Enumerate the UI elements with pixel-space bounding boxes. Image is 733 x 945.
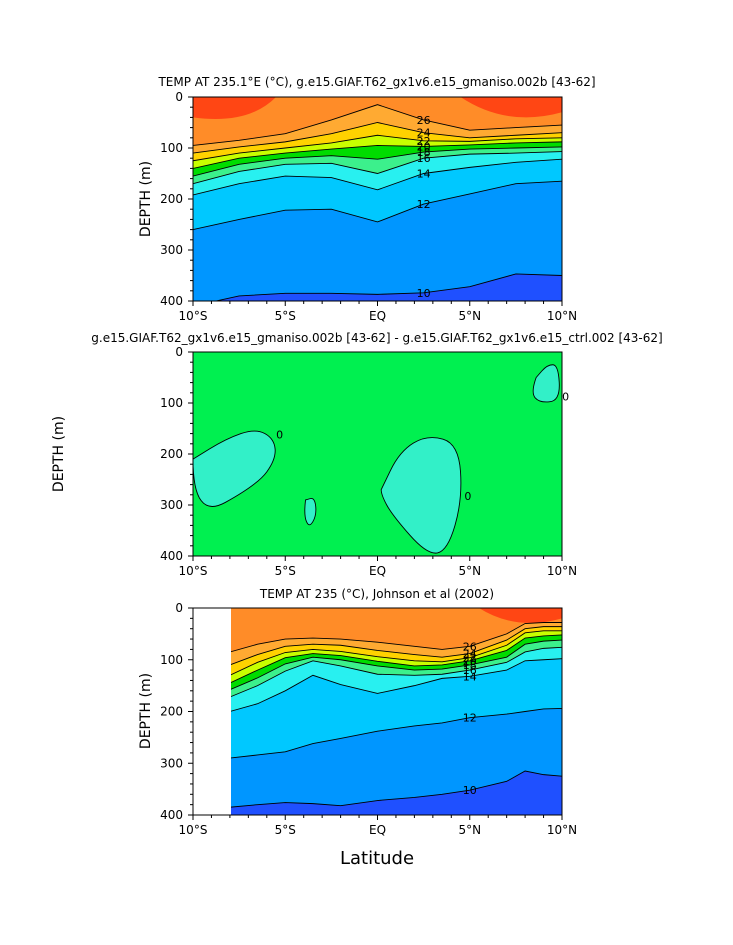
contour-label-14: 14 — [463, 670, 477, 683]
hot-core-north — [460, 97, 562, 118]
panel-model-temperature: TEMP AT 235.1°E (°C), g.e15.GIAF.T62_gx1… — [138, 75, 596, 323]
x-tick-label: 10°S — [179, 309, 208, 323]
panel1-title: TEMP AT 235.1°E (°C), g.e15.GIAF.T62_gx1… — [157, 75, 595, 89]
contour-label-20: 20 — [463, 655, 477, 668]
y-tick-label: 400 — [160, 549, 183, 563]
panel1-isotherms — [193, 104, 562, 301]
contour-label-26: 26 — [417, 114, 431, 127]
isotherm-12 — [231, 707, 562, 759]
x-tick-label: 5°S — [275, 564, 296, 578]
y-tick-label: 100 — [160, 141, 183, 155]
isotherm-22 — [231, 630, 562, 676]
isotherm-18 — [193, 146, 562, 177]
isotherm-10 — [213, 273, 562, 301]
isotherm-16 — [231, 646, 562, 698]
y-tick-label: 300 — [160, 243, 183, 257]
panel3-temperature-bands — [231, 608, 562, 815]
x-tick-label: 5°S — [275, 823, 296, 837]
panel-observed-temperature: TEMP AT 235 (°C), Johnson et al (2002) D… — [138, 587, 577, 869]
isotherm-24 — [193, 122, 562, 154]
band-above-26 — [231, 608, 562, 652]
hot-core-south — [193, 97, 277, 120]
panel2-ylabel: DEPTH (m) — [51, 416, 67, 492]
y-tick-label: 100 — [160, 396, 183, 410]
x-tick-label: 5°N — [458, 823, 481, 837]
y-tick-label: 100 — [160, 653, 183, 667]
negative-region — [193, 430, 276, 507]
contour-label-16: 16 — [417, 152, 431, 165]
y-tick-label: 200 — [160, 447, 183, 461]
isotherm-14 — [231, 658, 562, 712]
contour-label-20: 20 — [417, 140, 431, 153]
panel1-ylabel: DEPTH (m) — [138, 161, 154, 237]
panel3-title: TEMP AT 235 (°C), Johnson et al (2002) — [259, 587, 494, 601]
contour-label-24: 24 — [463, 648, 477, 661]
contour-label-12: 12 — [463, 712, 477, 725]
contour-label-10: 10 — [463, 784, 477, 797]
isotherm-26 — [193, 104, 562, 146]
isotherm-18 — [231, 639, 562, 690]
y-tick-label: 0 — [175, 90, 183, 104]
x-tick-label: EQ — [369, 309, 386, 323]
contour-label-26: 26 — [463, 640, 477, 653]
x-tick-label: 10°N — [547, 823, 577, 837]
contour-label-16: 16 — [463, 664, 477, 677]
panel2-contour-labels: 0 0 0 — [276, 390, 569, 502]
x-tick-label: EQ — [369, 564, 386, 578]
isotherm-12 — [193, 180, 562, 231]
isotherm-10 — [231, 770, 562, 808]
y-tick-label: 200 — [160, 705, 183, 719]
contour-label-0: 0 — [464, 490, 471, 503]
y-tick-label: 200 — [160, 192, 183, 206]
x-tick-label: 10°S — [179, 564, 208, 578]
y-tick-label: 300 — [160, 756, 183, 770]
isotherm-26 — [231, 622, 562, 653]
contour-label-0: 0 — [562, 390, 569, 403]
contour-label-18: 18 — [463, 659, 477, 672]
y-tick-label: 400 — [160, 294, 183, 308]
isotherm-20 — [231, 634, 562, 684]
isotherm-16 — [193, 151, 562, 185]
negative-region — [304, 498, 317, 526]
x-tick-label: 5°N — [458, 309, 481, 323]
contour-label-24: 24 — [417, 127, 431, 140]
isotherm-14 — [193, 158, 562, 196]
contour-label-0: 0 — [276, 429, 283, 442]
contour-label-18: 18 — [417, 146, 431, 159]
negative-region — [380, 437, 462, 554]
x-tick-label: EQ — [369, 823, 386, 837]
isotherm-20 — [193, 141, 562, 169]
panel-difference: g.e15.GIAF.T62_gx1v6.e15_gmaniso.002b [4… — [51, 331, 663, 578]
isotherm-22 — [193, 134, 562, 162]
x-tick-label: 10°N — [547, 309, 577, 323]
contour-label-22: 22 — [417, 135, 431, 148]
contour-label-14: 14 — [417, 168, 431, 181]
y-tick-label: 0 — [175, 601, 183, 615]
contour-label-12: 12 — [417, 198, 431, 211]
panel2-negative-regions — [193, 364, 560, 554]
y-tick-label: 400 — [160, 808, 183, 822]
x-axis-label: Latitude — [340, 848, 414, 869]
panel3-ylabel: DEPTH (m) — [138, 673, 154, 749]
x-tick-label: 10°S — [179, 823, 208, 837]
isotherm-24 — [231, 626, 562, 665]
y-tick-label: 300 — [160, 498, 183, 512]
x-tick-label: 5°N — [458, 564, 481, 578]
hot-core-observed — [478, 608, 562, 623]
negative-region — [532, 364, 560, 403]
x-tick-label: 10°N — [547, 564, 577, 578]
y-tick-label: 0 — [175, 345, 183, 359]
x-tick-label: 5°S — [275, 309, 296, 323]
panel3-isotherms — [231, 622, 562, 808]
contour-label-22: 22 — [463, 652, 477, 665]
panel2-title: g.e15.GIAF.T62_gx1v6.e15_gmaniso.002b [4… — [91, 331, 662, 345]
contour-label-10: 10 — [417, 287, 431, 300]
